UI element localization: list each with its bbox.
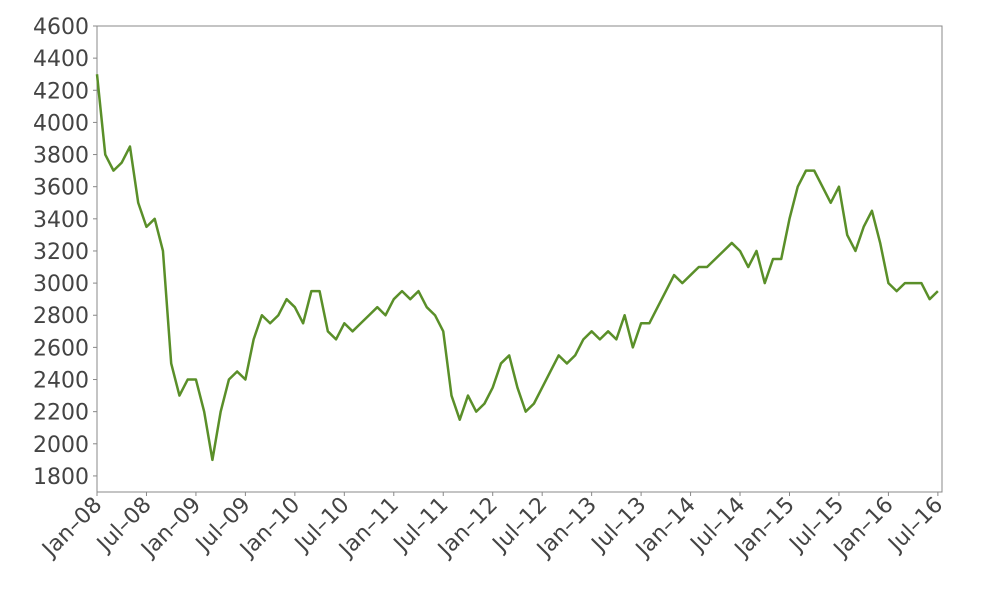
x-tick-label: Jul–16 bbox=[883, 493, 948, 558]
y-tick-label: 2400 bbox=[33, 369, 89, 394]
y-tick-label: 2200 bbox=[33, 401, 89, 426]
y-tick-label: 4000 bbox=[33, 111, 89, 136]
y-tick-label: 2600 bbox=[33, 336, 89, 361]
y-tick-label: 3000 bbox=[33, 272, 89, 297]
plot-frame bbox=[96, 25, 943, 493]
y-tick-label: 3200 bbox=[33, 240, 89, 265]
y-tick-label: 3400 bbox=[33, 208, 89, 233]
y-tick-label: 4600 bbox=[33, 15, 89, 40]
y-tick-label: 4400 bbox=[33, 47, 89, 72]
y-tick-label: 3600 bbox=[33, 176, 89, 201]
y-tick-label: 2800 bbox=[33, 304, 89, 329]
x-tick-label: Jan–08 bbox=[37, 493, 108, 564]
line-series bbox=[95, 74, 939, 462]
y-tick-label: 2000 bbox=[33, 433, 89, 458]
y-tick-label: 1800 bbox=[33, 465, 89, 490]
y-tick-label: 4200 bbox=[33, 79, 89, 104]
y-tick-label: 3800 bbox=[33, 144, 89, 169]
